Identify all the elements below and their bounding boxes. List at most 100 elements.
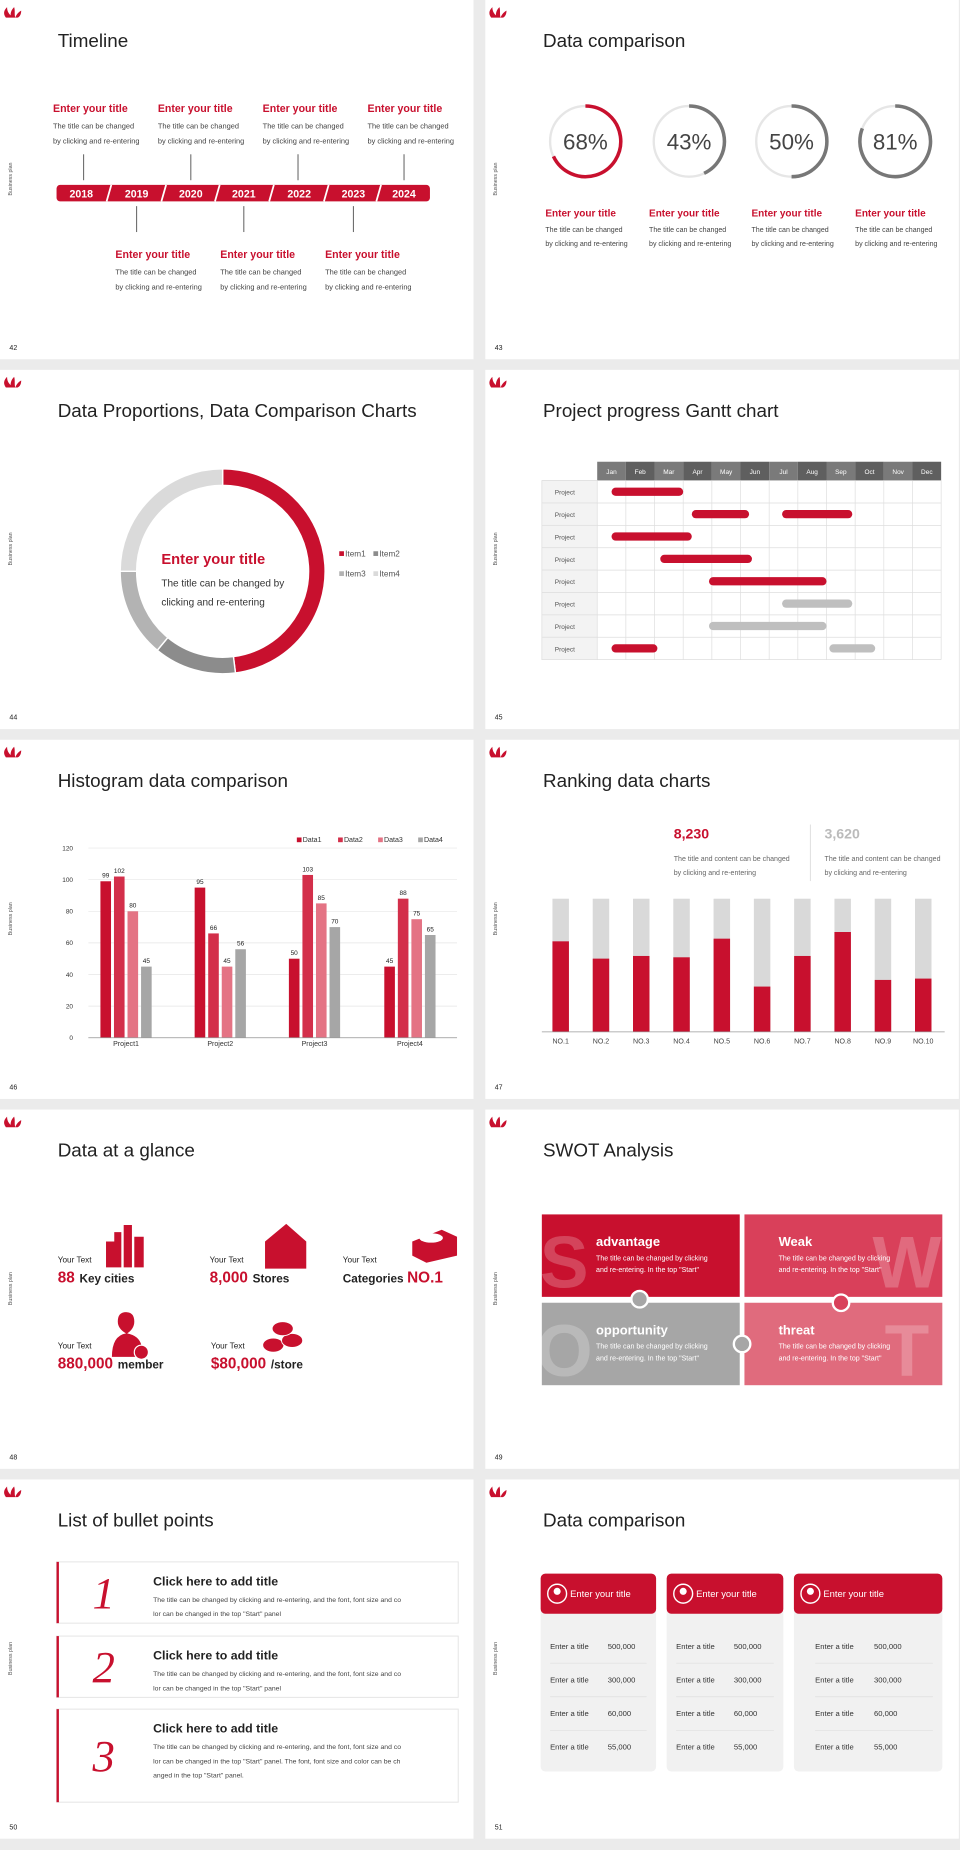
y-tick-label: 20 — [66, 1003, 74, 1010]
bullet-accent — [56, 1709, 59, 1803]
row-label: Project — [555, 646, 575, 653]
item-value: 88 — [58, 1270, 76, 1287]
value-label: 45 — [386, 958, 394, 965]
bar — [302, 874, 314, 1038]
x-tick-label: Project4 — [397, 1041, 423, 1048]
row-label: Enter a title — [550, 1709, 589, 1718]
bar — [208, 933, 219, 1038]
card-title: Enter your title — [696, 1588, 757, 1599]
slide-background — [0, 369, 474, 730]
value-label: 75 — [413, 911, 421, 918]
value-label: 102 — [114, 868, 125, 875]
item-text: The title can be changed — [53, 121, 134, 130]
swot-quadrant — [744, 1302, 943, 1386]
slide: Business plan 43 Data comparison 68% Enter y… — [485, 0, 959, 360]
row-label: Project — [555, 602, 575, 609]
x-tick-label: Project3 — [302, 1041, 328, 1048]
row-value: 55,000 — [608, 1743, 631, 1752]
item-value: $80,000 — [211, 1356, 266, 1373]
bar — [552, 941, 569, 1032]
bullet-box — [56, 1635, 459, 1698]
swot-title: opportunity — [596, 1323, 669, 1338]
value-label: 45 — [143, 958, 151, 965]
legend-swatch — [339, 571, 344, 576]
bullet-number: 3 — [91, 1731, 114, 1781]
item-title: Enter your title — [545, 209, 616, 220]
item-title: Enter your title — [368, 103, 443, 115]
item-label: Your Text — [343, 1256, 378, 1265]
item-text: The title can be changed — [368, 121, 449, 130]
row-value: 55,000 — [874, 1743, 897, 1752]
x-tick-label: NO.10 — [913, 1039, 933, 1046]
swot-text: The title can be changed by clicking — [596, 1344, 708, 1351]
month-header — [797, 461, 827, 481]
swot-text: The title can be changed by clicking — [779, 1255, 891, 1262]
legend-label: Item4 — [379, 570, 400, 579]
bar — [874, 979, 892, 1032]
value-label: 95 — [196, 879, 204, 886]
row-value: 500,000 — [874, 1642, 902, 1651]
slide-number: 45 — [495, 715, 503, 722]
legend-label: Item2 — [379, 550, 400, 559]
row-value: 500,000 — [608, 1642, 636, 1651]
row-value: 60,000 — [608, 1709, 631, 1718]
bullet-number: 2 — [92, 1642, 114, 1692]
stat-text: by clicking and re-entering — [825, 870, 907, 877]
bar — [194, 887, 206, 1038]
month-header — [597, 461, 626, 481]
year-label: 2020 — [179, 188, 203, 200]
bar — [673, 957, 690, 1032]
item-text: The title can be changed — [115, 267, 196, 276]
card-icon — [679, 1587, 687, 1595]
slide: Business plan 42 Timeline 2018 2019 2020 2021 2… — [0, 0, 474, 360]
y-tick-label: 40 — [66, 972, 74, 979]
icon — [133, 1344, 150, 1360]
card-title: Enter your title — [570, 1588, 631, 1599]
value-label: 50 — [291, 950, 299, 957]
center-title: Enter your title — [161, 552, 265, 568]
bar — [384, 966, 395, 1038]
value-label: 70 — [331, 919, 339, 926]
bullet-text: The title can be changed by clicking and… — [153, 1671, 401, 1678]
card-body — [666, 1573, 784, 1772]
legend-swatch — [338, 837, 343, 843]
slide: Business plan 51 Data comparison Enter your… — [485, 1479, 959, 1839]
bar — [235, 949, 246, 1038]
side-label: Business plan — [493, 1272, 499, 1305]
slide-background — [485, 0, 959, 360]
logo — [4, 1116, 22, 1128]
row-label: Project — [555, 557, 575, 564]
item-title: Enter your title — [220, 249, 295, 261]
value-label: 66 — [210, 925, 218, 932]
value-label: 56 — [237, 941, 245, 948]
year-label: 2022 — [287, 188, 311, 200]
slide-number: 48 — [9, 1454, 17, 1461]
bar — [592, 958, 610, 1032]
row-value: 55,000 — [734, 1743, 757, 1752]
bar — [221, 966, 233, 1038]
y-tick-label: 120 — [62, 845, 73, 852]
card-icon — [547, 1583, 568, 1604]
item-text: by clicking and re-entering — [752, 241, 834, 248]
item-title: Enter your title — [115, 249, 190, 261]
month-label: May — [720, 469, 733, 476]
timeline-divider — [323, 184, 330, 202]
value-label: 65 — [427, 926, 435, 933]
card-body — [793, 1573, 943, 1772]
item-unit: Stores — [253, 1273, 290, 1286]
month-label: Oct — [864, 469, 874, 476]
legend-swatch — [378, 837, 383, 843]
slide-number: 51 — [495, 1824, 503, 1831]
item-title: Enter your title — [752, 209, 823, 220]
side-label: Business plan — [8, 1642, 14, 1675]
card-icon — [673, 1583, 694, 1604]
logo — [489, 1486, 507, 1498]
icon — [281, 1332, 304, 1348]
value-label: 103 — [302, 866, 313, 873]
item-text: The title can be changed — [855, 227, 932, 234]
item-text: The title can be changed — [325, 267, 406, 276]
month-header — [883, 461, 913, 481]
swot-quadrant — [541, 1302, 740, 1386]
gantt-bar — [611, 644, 658, 653]
